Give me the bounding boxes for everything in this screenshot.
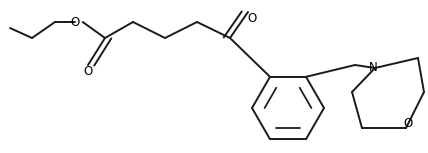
Text: O: O xyxy=(248,12,257,25)
Text: O: O xyxy=(70,15,80,28)
Text: N: N xyxy=(369,61,377,74)
Text: O: O xyxy=(404,117,413,130)
Text: O: O xyxy=(83,65,92,78)
